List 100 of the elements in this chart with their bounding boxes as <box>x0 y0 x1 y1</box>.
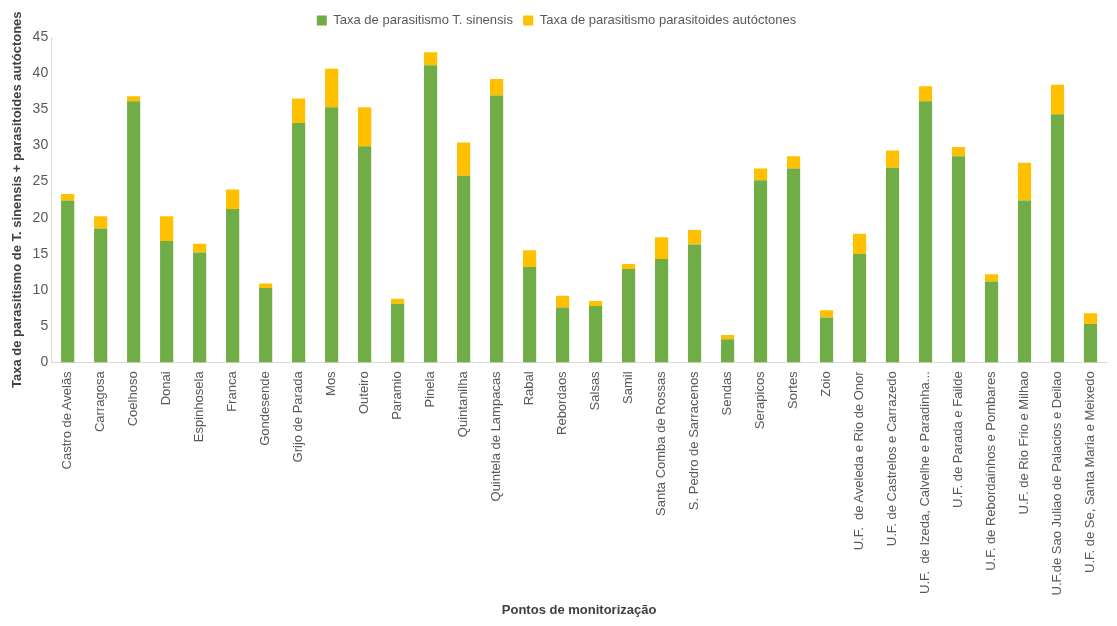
bar <box>523 250 537 267</box>
bar <box>918 101 933 363</box>
bar <box>753 168 768 181</box>
bar <box>621 264 636 270</box>
x-tick-label: U.F. de Rio Frio e Milhao <box>1016 371 1032 515</box>
bar <box>457 175 471 363</box>
x-tick-label: Serapicos <box>752 370 768 430</box>
x-tick-label: Santa Comba de Rossas <box>653 370 669 516</box>
x-tick-label: Gondesende <box>257 371 273 446</box>
x-tick-label: Quintela de Lampacas <box>488 370 504 502</box>
bar <box>193 243 207 253</box>
x-tick-label: Rebordaos <box>554 370 570 435</box>
bar <box>424 65 438 363</box>
bar <box>292 123 306 363</box>
bar <box>226 189 240 210</box>
y-tick-label: 35 <box>32 100 49 117</box>
x-tick-label: Sortes <box>785 370 801 409</box>
bar <box>358 107 372 147</box>
x-tick-label: Sendas <box>719 370 735 416</box>
bar <box>1017 200 1032 363</box>
x-tick-label: Zoio <box>818 371 834 397</box>
bar <box>193 252 207 363</box>
bar <box>621 269 636 363</box>
x-tick-label: U.F. de Izeda, Calvelhe e Paradinha... <box>917 371 933 594</box>
bar <box>786 156 801 169</box>
x-tick-label: U.F. de Parada e Failde <box>950 371 966 508</box>
bar <box>1083 313 1098 325</box>
bar <box>885 167 900 363</box>
bar <box>984 274 999 282</box>
bar <box>61 200 75 363</box>
x-tick-label: Quintanilha <box>455 370 471 438</box>
y-tick-label: 25 <box>32 172 49 189</box>
x-tick-label: Donai <box>158 371 174 406</box>
bar <box>160 240 174 363</box>
x-tick-label: U.F. de Castrelos e Carrazedo <box>884 371 900 547</box>
bar <box>687 230 702 245</box>
bar <box>160 216 174 241</box>
legend-label: Taxa de parasitismo parasitoides autóctones <box>539 12 797 28</box>
x-tick-label: Castro de Avelãs <box>59 370 75 470</box>
bar <box>391 303 405 363</box>
bar <box>555 295 570 308</box>
x-tick-label: Coelhoso <box>125 371 141 427</box>
bar <box>819 310 834 318</box>
x-tick-label: Salsas <box>587 370 603 411</box>
bar <box>94 216 108 229</box>
y-tick-label: 10 <box>32 280 49 297</box>
bar <box>127 96 141 102</box>
bar <box>654 237 669 259</box>
x-tick-label: Pinela <box>422 370 438 408</box>
bar <box>358 146 372 363</box>
bar <box>94 228 108 363</box>
bar <box>588 300 603 306</box>
bar <box>259 287 273 363</box>
bar <box>490 95 504 363</box>
bar <box>687 244 702 363</box>
bar <box>852 233 867 254</box>
x-tick-label: Rabal <box>521 371 537 406</box>
bar <box>1017 162 1032 201</box>
bar <box>127 101 141 363</box>
bar <box>720 339 735 363</box>
bar <box>885 150 900 168</box>
x-tick-label: Paramio <box>389 371 405 420</box>
bar <box>1050 114 1065 363</box>
bar <box>325 107 339 363</box>
bar <box>819 317 834 363</box>
bar <box>259 283 273 288</box>
bar <box>984 281 999 363</box>
bar <box>61 193 75 201</box>
x-tick-label: Carragosa <box>92 370 108 433</box>
y-tick-label: 0 <box>40 353 49 370</box>
x-tick-label: U.F. de Aveleda e Rio de Onor <box>851 370 867 551</box>
y-tick-label: 40 <box>32 64 49 81</box>
y-tick-label: 15 <box>32 244 49 261</box>
bar <box>720 334 735 340</box>
bar <box>555 307 570 363</box>
bar <box>1050 84 1065 115</box>
x-tick-label: S. Pedro de Sarracenos <box>686 370 702 511</box>
bar <box>391 298 405 304</box>
x-axis-title: Pontos de monitorização <box>501 601 657 617</box>
x-tick-label: U.F.de Sao Juliao de Palacios e Deilao <box>1049 371 1065 596</box>
x-tick-label: U.F. de Rebordainhos e Pombares <box>983 370 999 571</box>
x-tick-label: Outeiro <box>356 371 372 415</box>
bar <box>753 180 768 363</box>
y-tick-label: 30 <box>32 136 49 153</box>
y-tick-label: 20 <box>32 208 49 225</box>
y-axis-title: Taxa de parasitismo de T. sinensis + parasitoides autóctones <box>9 11 25 388</box>
bar <box>1083 324 1098 363</box>
y-tick-label: 5 <box>40 317 49 334</box>
bar <box>588 305 603 363</box>
bar <box>325 68 339 108</box>
bar <box>951 146 966 157</box>
bar <box>852 253 867 363</box>
bar <box>457 142 471 176</box>
x-tick-label: Grijo de Parada <box>290 370 306 463</box>
x-tick-label: Samil <box>620 371 636 404</box>
x-tick-label: U.F. de Se, Santa Maria e Meixedo <box>1082 371 1098 573</box>
bar <box>786 168 801 363</box>
bar <box>226 209 240 363</box>
bar <box>490 78 504 96</box>
bar <box>523 266 537 363</box>
